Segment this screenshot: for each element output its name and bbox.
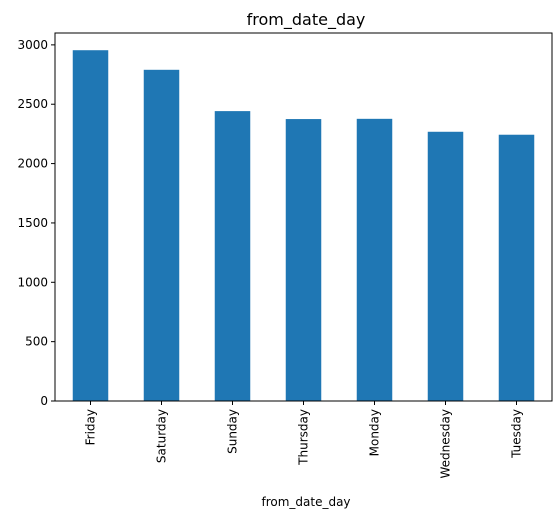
x-tick-label-saturday: Saturday [155, 409, 169, 463]
bar-monday [356, 118, 393, 401]
x-tick-label-monday: Monday [368, 409, 382, 456]
x-tick-label-tuesday: Tuesday [510, 409, 524, 459]
y-tick-label: 1000 [17, 275, 48, 289]
bar-friday [72, 50, 109, 402]
x-tick-label-thursday: Thursday [297, 409, 311, 466]
bar-saturday [143, 69, 180, 402]
plot-area: 0 500 1000 1500 2000 2500 3000 Friday Saturday Su… [17, 32, 553, 478]
bar-sunday [214, 111, 251, 402]
y-tick-label: 500 [25, 335, 48, 349]
x-axis-label: from_date_day [261, 495, 350, 509]
plot-frame [54, 32, 553, 402]
x-tick-label-sunday: Sunday [226, 409, 240, 454]
x-tick-label-friday: Friday [84, 409, 98, 445]
x-tick-label-wednesday: Wednesday [439, 409, 453, 478]
y-tick-label: 2500 [17, 97, 48, 111]
y-tick-label: 1500 [17, 216, 48, 230]
y-tick-label: 3000 [17, 38, 48, 52]
chart-title: from_date_day [247, 10, 366, 30]
bar-thursday [285, 119, 322, 401]
y-tick-label: 0 [40, 394, 48, 408]
bar-wednesday [427, 131, 464, 401]
y-tick-label: 2000 [17, 157, 48, 171]
bar-tuesday [498, 134, 535, 402]
